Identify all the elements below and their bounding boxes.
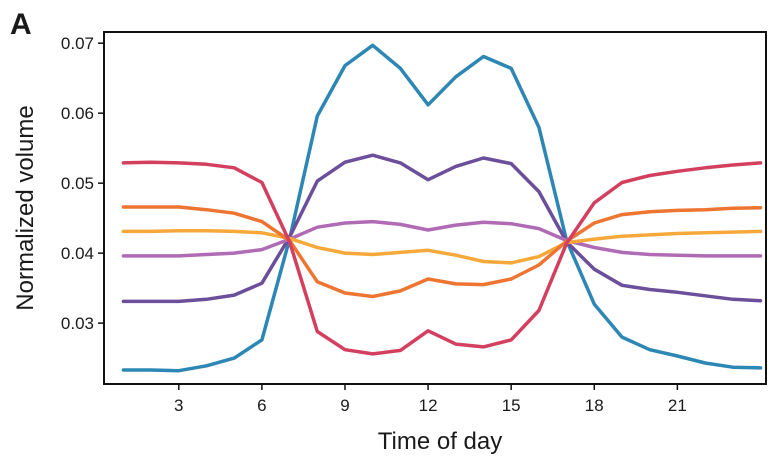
y-tick-label: 0.04 <box>61 244 94 263</box>
plot-frame <box>103 31 767 385</box>
x-axis-label: Time of day <box>378 428 503 455</box>
series-line-5 <box>121 205 763 299</box>
series-line-6 <box>121 160 763 356</box>
y-tick-label: 0.07 <box>61 34 94 53</box>
x-tick-label: 6 <box>257 396 266 415</box>
y-tick-label: 0.06 <box>61 104 94 123</box>
x-tick-label: 3 <box>174 396 183 415</box>
x-tick-label: 21 <box>668 396 687 415</box>
x-tick-label: 12 <box>419 396 438 415</box>
x-tick-label: 18 <box>585 396 604 415</box>
x-tick-label: 9 <box>340 396 349 415</box>
y-tick-label: 0.05 <box>61 174 94 193</box>
tick-marks: 3 6 9 12 15 18 21 0.03 0.04 0.05 0.06 0.07 <box>61 34 687 415</box>
y-axis-label: Normalized volume <box>12 105 39 310</box>
panel-label: A <box>10 8 32 41</box>
x-tick-label: 15 <box>502 396 521 415</box>
series-line-1 <box>121 43 763 373</box>
y-tick-label: 0.03 <box>61 314 94 333</box>
axes <box>103 31 767 385</box>
series-line-3 <box>121 219 763 258</box>
series-lines <box>121 43 763 373</box>
series-line-4 <box>121 228 763 265</box>
series-line-2 <box>121 153 763 304</box>
